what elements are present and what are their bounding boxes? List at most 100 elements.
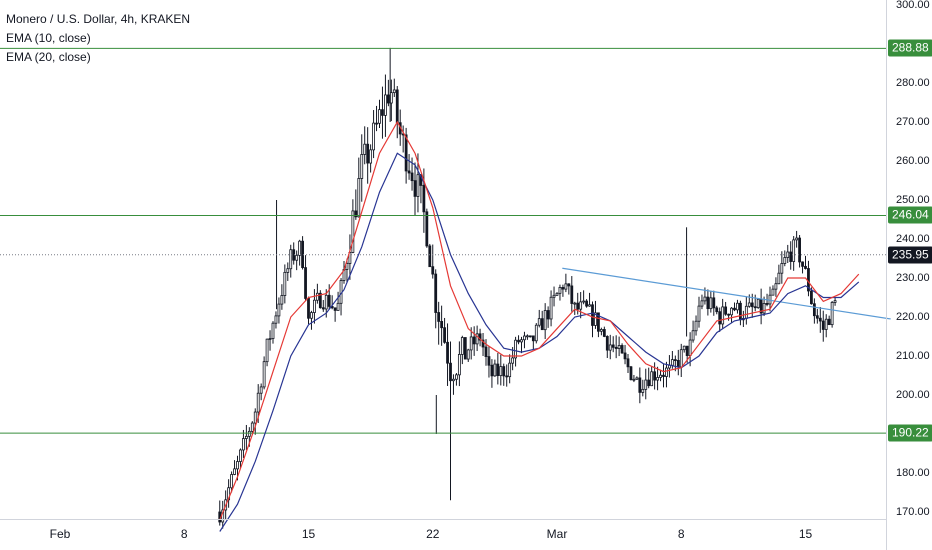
- last-price-badge: 235.95: [888, 246, 932, 264]
- candle-body: [259, 386, 263, 394]
- y-tick-label: 230.00: [896, 272, 930, 284]
- candle-body: [242, 438, 245, 451]
- candle-body: [434, 273, 438, 313]
- candle-body: [602, 329, 606, 337]
- candle-body: [469, 336, 473, 351]
- candle-body: [315, 292, 319, 301]
- candle-body: [404, 134, 408, 172]
- y-tick-label: 200.00: [896, 389, 930, 401]
- candle-body: [721, 306, 725, 325]
- candle-body: [679, 349, 683, 368]
- y-tick-label: 210.00: [896, 350, 930, 362]
- candle-body: [271, 322, 275, 339]
- candle-body: [520, 339, 523, 343]
- candle-body: [567, 283, 571, 287]
- candle-body: [457, 354, 461, 376]
- candle-body: [511, 357, 515, 364]
- candle-body: [233, 468, 236, 475]
- candle-body: [614, 346, 618, 349]
- candle-body: [475, 333, 479, 345]
- x-tick-label: 15: [798, 527, 813, 541]
- candle-body: [363, 143, 367, 155]
- candle-body: [824, 318, 828, 330]
- candle-body: [463, 337, 467, 360]
- price-scale-border: [886, 0, 887, 550]
- candle-body: [789, 251, 793, 262]
- candle-body: [676, 360, 680, 368]
- y-tick-label: 280.00: [896, 77, 930, 89]
- symbol-title: Monero / U.S. Dollar, 4h, KRAKEN: [6, 12, 191, 26]
- candle-body: [381, 109, 384, 116]
- y-tick-label: 260.00: [896, 155, 930, 167]
- candle-body: [815, 315, 819, 319]
- y-tick-label: 250.00: [896, 194, 930, 206]
- candle-body: [585, 300, 588, 307]
- candle-body: [703, 296, 707, 302]
- ema20-line: [219, 152, 860, 532]
- candle-body: [472, 336, 476, 345]
- candle-body: [730, 307, 733, 316]
- candle-body: [395, 89, 399, 124]
- candle-body: [715, 307, 719, 313]
- candle-body: [496, 363, 500, 377]
- candle-body: [298, 240, 302, 256]
- candle-body: [762, 303, 766, 314]
- candle-body: [830, 301, 834, 326]
- candle-body: [552, 294, 556, 298]
- candle-body: [230, 474, 233, 489]
- candle-body: [662, 374, 665, 377]
- y-tick-label: 240.00: [896, 233, 930, 245]
- candle-body: [265, 338, 269, 363]
- candle-body: [354, 210, 358, 218]
- candle-body: [277, 303, 281, 317]
- candle-body: [700, 300, 704, 307]
- candle-body: [549, 296, 553, 320]
- candle-body: [688, 339, 692, 356]
- candle-body: [244, 435, 248, 439]
- candle-body: [647, 379, 651, 387]
- y-tick-label: 300.00: [896, 0, 930, 11]
- candle-body: [588, 304, 591, 307]
- candle-body: [810, 290, 813, 305]
- candle-body: [597, 312, 600, 332]
- candle-body: [821, 320, 825, 330]
- candle-body: [378, 109, 381, 124]
- candle-body: [697, 305, 701, 322]
- trend-line: [562, 267, 891, 320]
- candle-body: [670, 359, 674, 366]
- candle-body: [455, 374, 458, 380]
- candle-body: [739, 302, 742, 321]
- candle-body: [283, 271, 287, 296]
- candle-body: [286, 268, 290, 273]
- candle-body: [594, 312, 597, 326]
- candle-body: [638, 377, 642, 393]
- candle-body: [786, 251, 790, 258]
- candle-body: [617, 345, 621, 349]
- candle-body: [407, 170, 411, 174]
- candle-body: [289, 249, 293, 270]
- y-tick-label: 170.00: [896, 506, 930, 518]
- candle-body: [526, 335, 529, 338]
- candle-body: [534, 324, 538, 342]
- candle-body: [623, 352, 627, 360]
- candle-body: [812, 303, 816, 317]
- candle-body: [605, 336, 609, 351]
- candle-body: [691, 330, 695, 341]
- candle-body: [629, 366, 633, 380]
- ema10-legend: EMA (10, close): [6, 31, 91, 45]
- candle-body: [656, 377, 659, 381]
- ema10-line: [219, 120, 860, 521]
- candle-body: [599, 329, 603, 332]
- candle-body: [280, 295, 284, 305]
- candle-body: [324, 294, 328, 310]
- candle-body: [718, 311, 722, 325]
- candle-body: [827, 318, 831, 326]
- candle-body: [774, 283, 778, 290]
- candle-body: [783, 257, 787, 264]
- candle-body: [694, 320, 698, 332]
- candle-body: [452, 378, 455, 382]
- candle-body: [253, 411, 257, 424]
- candle-body: [564, 283, 568, 290]
- level-badge: 190.22: [888, 424, 932, 442]
